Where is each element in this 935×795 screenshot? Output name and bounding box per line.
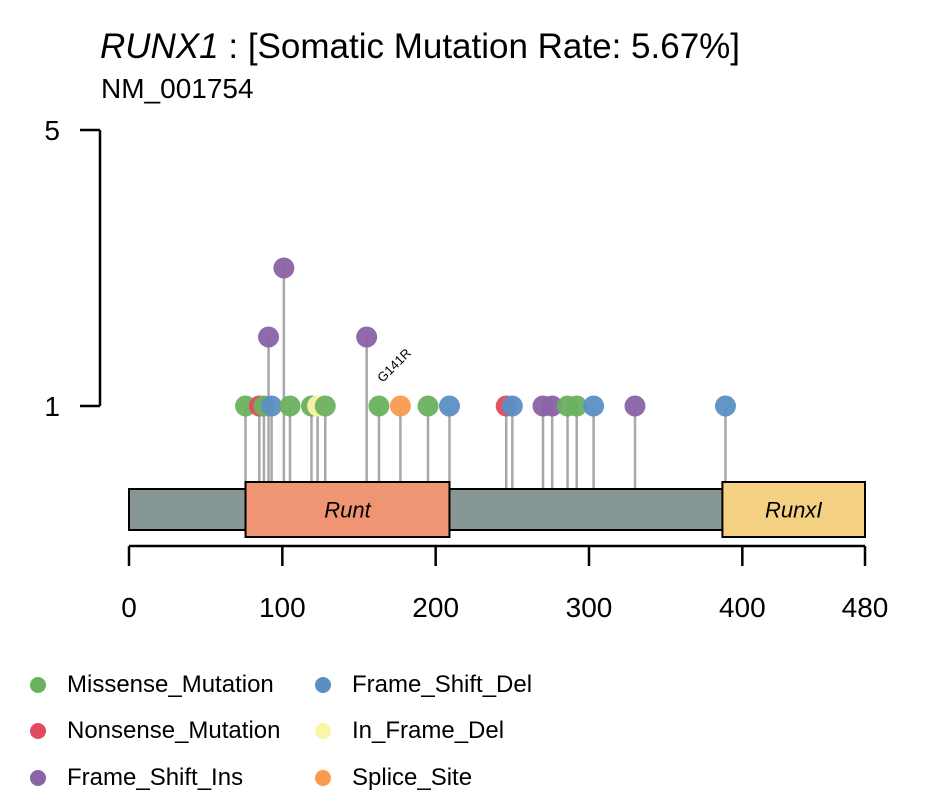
lollipop-plot: 1 5 Runt RunxI G141R 0 100 200 300 400 480: [44, 115, 889, 623]
legend-item: Frame_Shift_Del: [315, 668, 532, 702]
mutation-point: [314, 395, 336, 417]
x-tick-label: 100: [259, 592, 306, 623]
legend-color-dot: [315, 723, 331, 739]
y-tick-label: 1: [44, 391, 60, 422]
legend-label: Missense_Mutation: [67, 671, 274, 698]
legend-item: Splice_Site: [315, 761, 472, 795]
legend-item: Frame_Shift_Ins: [30, 761, 243, 795]
legend-label: Nonsense_Mutation: [67, 717, 281, 744]
legend-color-dot: [30, 677, 46, 693]
domain-runt: [244, 481, 451, 538]
chart-title: RUNX1 : [Somatic Mutation Rate: 5.67%]: [100, 24, 740, 70]
mutation-point: [583, 395, 605, 417]
legend-label: Splice_Site: [352, 764, 473, 791]
mutation-rate-text: : [Somatic Mutation Rate: 5.67%]: [218, 27, 741, 66]
domain-label: RunxI: [765, 498, 822, 523]
legend-color-dot: [30, 723, 46, 739]
mutation-point: [417, 395, 439, 417]
transcript-id: NM_001754: [101, 73, 254, 104]
x-tick-label: 400: [719, 592, 766, 623]
x-tick-label: 0: [121, 592, 137, 623]
gene-name: RUNX1: [100, 27, 219, 66]
legend-item: In_Frame_Del: [315, 714, 504, 748]
mutation-point: [501, 395, 523, 417]
mutation-point: [279, 395, 301, 417]
mutation-point: [624, 395, 646, 417]
mutation-point: [389, 395, 411, 417]
mutation-point: [541, 395, 563, 417]
legend-label: Frame_Shift_Del: [352, 671, 533, 698]
mutation-point: [438, 395, 460, 417]
mutation-label: G141R: [374, 345, 414, 385]
y-tick-label: 5: [44, 115, 60, 146]
mutation-point: [714, 395, 736, 417]
x-tick-label: 480: [842, 592, 889, 623]
x-tick-label: 200: [412, 592, 459, 623]
legend-label: In_Frame_Del: [352, 717, 505, 744]
x-tick-label: 300: [566, 592, 613, 623]
mutation-point: [261, 395, 283, 417]
mutation-point: [368, 395, 390, 417]
domain-label: Runt: [324, 498, 371, 523]
legend-color-dot: [315, 770, 331, 786]
domain-runxi: [721, 481, 867, 538]
legend-color-dot: [30, 770, 46, 786]
mutation-point: [356, 326, 378, 348]
legend-color-dot: [315, 677, 331, 693]
legend-item: Missense_Mutation: [30, 668, 274, 702]
legend-label: Frame_Shift_Ins: [67, 764, 244, 791]
mutation-point: [566, 395, 588, 417]
legend: Missense_Mutation Nonsense_Mutation Frame_…: [30, 660, 910, 791]
mutation-point: [273, 257, 295, 279]
mutation-point: [258, 326, 280, 348]
legend-item: Nonsense_Mutation: [30, 714, 280, 748]
